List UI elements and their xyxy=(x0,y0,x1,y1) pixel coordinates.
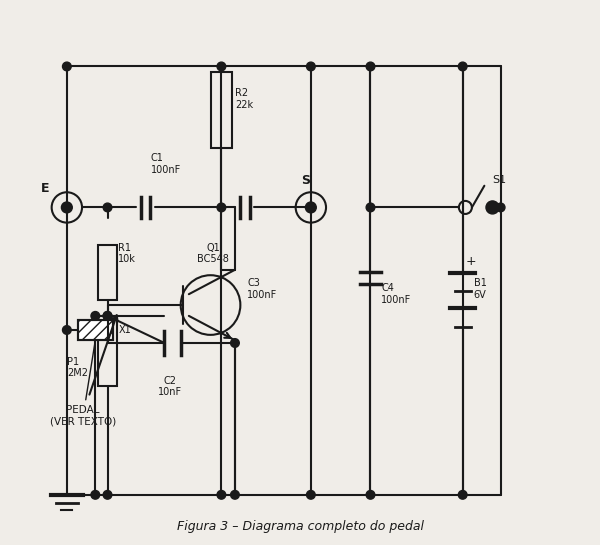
Bar xyxy=(77,320,113,340)
Circle shape xyxy=(62,203,71,212)
Text: X1: X1 xyxy=(118,325,131,335)
Circle shape xyxy=(486,201,499,214)
Circle shape xyxy=(305,202,316,213)
Circle shape xyxy=(91,312,100,320)
Text: P1
2M2: P1 2M2 xyxy=(67,356,88,378)
Text: E: E xyxy=(41,182,49,195)
Bar xyxy=(211,72,232,148)
Circle shape xyxy=(62,62,71,71)
Text: +: + xyxy=(466,255,476,268)
Circle shape xyxy=(103,312,112,320)
Circle shape xyxy=(103,203,112,212)
Circle shape xyxy=(217,203,226,212)
Circle shape xyxy=(458,490,467,499)
Circle shape xyxy=(366,490,375,499)
Text: Q1
BC548: Q1 BC548 xyxy=(197,243,229,264)
Circle shape xyxy=(217,62,226,71)
Circle shape xyxy=(103,490,112,499)
Text: B1
6V: B1 6V xyxy=(473,278,487,300)
Bar xyxy=(77,320,113,340)
Circle shape xyxy=(230,490,239,499)
Text: S: S xyxy=(301,174,310,187)
Text: C4
100nF: C4 100nF xyxy=(382,283,412,305)
Circle shape xyxy=(91,490,100,499)
Circle shape xyxy=(366,203,375,212)
Text: R2
22k: R2 22k xyxy=(235,88,253,110)
Circle shape xyxy=(307,490,315,499)
Text: C1
100nF: C1 100nF xyxy=(151,153,181,175)
Bar xyxy=(98,316,117,386)
Circle shape xyxy=(217,490,226,499)
Text: R1
10k: R1 10k xyxy=(118,243,136,264)
Bar xyxy=(98,245,117,300)
Circle shape xyxy=(103,312,112,320)
Text: Figura 3 – Diagrama completo do pedal: Figura 3 – Diagrama completo do pedal xyxy=(176,520,424,533)
Text: C3
100nF: C3 100nF xyxy=(247,278,278,300)
Circle shape xyxy=(230,338,239,347)
Text: S1: S1 xyxy=(493,175,506,185)
Circle shape xyxy=(458,62,467,71)
Text: C2
10nF: C2 10nF xyxy=(158,376,182,397)
Text: PEDAL
(VER TEXTO): PEDAL (VER TEXTO) xyxy=(50,343,116,427)
Circle shape xyxy=(496,203,505,212)
Circle shape xyxy=(61,202,72,213)
Circle shape xyxy=(62,326,71,334)
Circle shape xyxy=(366,62,375,71)
Circle shape xyxy=(307,62,315,71)
